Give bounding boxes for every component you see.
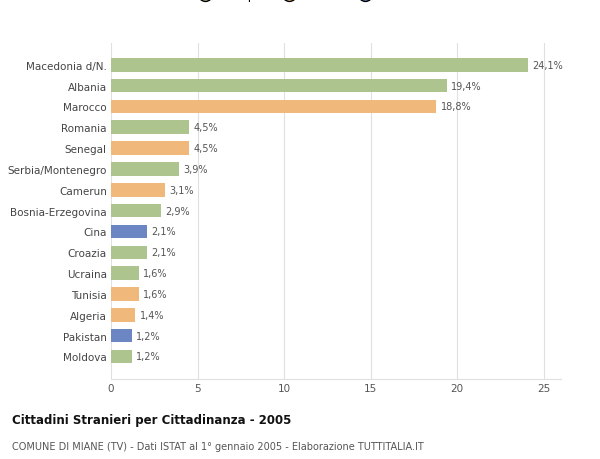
Text: Cittadini Stranieri per Cittadinanza - 2005: Cittadini Stranieri per Cittadinanza - 2… — [12, 413, 292, 426]
Bar — [111, 142, 189, 156]
Text: 1,6%: 1,6% — [143, 269, 167, 279]
Text: 24,1%: 24,1% — [532, 61, 563, 71]
Bar — [111, 329, 132, 343]
Text: 2,1%: 2,1% — [152, 227, 176, 237]
Text: 3,9%: 3,9% — [183, 165, 208, 174]
Text: 4,5%: 4,5% — [193, 123, 218, 133]
Text: 1,6%: 1,6% — [143, 289, 167, 299]
Bar — [111, 101, 436, 114]
Bar — [111, 246, 148, 259]
Bar — [111, 79, 447, 93]
Text: 4,5%: 4,5% — [193, 144, 218, 154]
Bar — [111, 121, 189, 135]
Bar — [111, 59, 528, 73]
Text: COMUNE DI MIANE (TV) - Dati ISTAT al 1° gennaio 2005 - Elaborazione TUTTITALIA.I: COMUNE DI MIANE (TV) - Dati ISTAT al 1° … — [12, 441, 424, 451]
Legend: Europa, Africa, Asia: Europa, Africa, Asia — [193, 0, 407, 2]
Text: 1,2%: 1,2% — [136, 331, 161, 341]
Text: 1,4%: 1,4% — [140, 310, 164, 320]
Bar — [111, 163, 179, 176]
Text: 3,1%: 3,1% — [169, 185, 193, 196]
Bar — [111, 308, 135, 322]
Bar — [111, 267, 139, 280]
Bar — [111, 287, 139, 301]
Bar — [111, 350, 132, 364]
Text: 19,4%: 19,4% — [451, 81, 482, 91]
Text: 18,8%: 18,8% — [441, 102, 472, 112]
Text: 1,2%: 1,2% — [136, 352, 161, 362]
Bar — [111, 225, 148, 239]
Text: 2,1%: 2,1% — [152, 248, 176, 257]
Text: 2,9%: 2,9% — [166, 206, 190, 216]
Bar — [111, 184, 164, 197]
Bar — [111, 204, 161, 218]
